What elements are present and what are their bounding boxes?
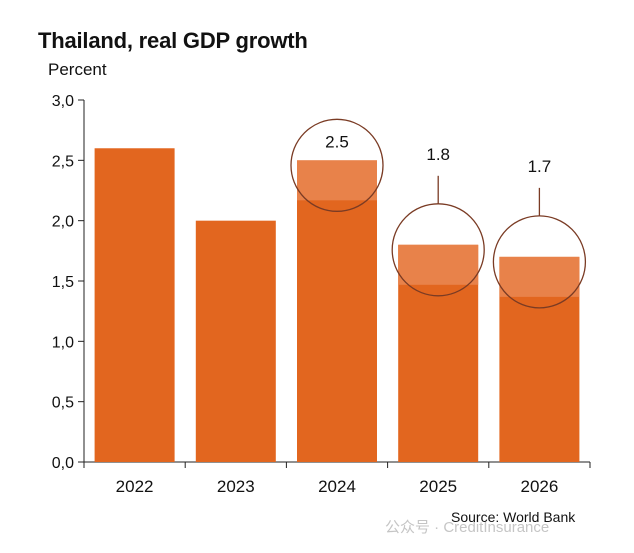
bar-2023 [195,220,276,462]
x-tick-label: 2026 [520,477,558,496]
y-axis-label: Percent [48,60,107,79]
data-label-2024: 2.5 [325,132,349,151]
x-tick-label: 2024 [318,477,356,496]
highlight-band-2024 [297,160,377,201]
chart-title: Thailand, real GDP growth [38,28,308,53]
source-note: Source: World Bank [451,509,576,525]
bar-2024 [297,160,377,463]
y-tick-label: 1,5 [52,274,74,291]
annotation-circle-2024 [290,118,384,212]
y-tick-label: 1,0 [52,334,74,351]
y-tick-label: 2,0 [52,214,74,231]
watermark: 公众号 · CreditInsurance [385,519,550,536]
y-tick-label: 3,0 [52,93,74,110]
y-tick-label: 2,5 [52,153,74,170]
data-label-2026: 1.7 [528,157,552,176]
y-tick-label: 0,5 [52,395,74,412]
bar-2022 [94,148,175,462]
highlight-band-2025 [398,244,479,285]
data-label-2025: 1.8 [426,145,450,164]
x-tick-label: 2025 [419,477,457,496]
y-tick-label: 0,0 [52,455,74,472]
highlight-band-2026 [499,256,580,297]
x-tick-label: 2022 [116,477,154,496]
x-tick-label: 2023 [217,477,255,496]
